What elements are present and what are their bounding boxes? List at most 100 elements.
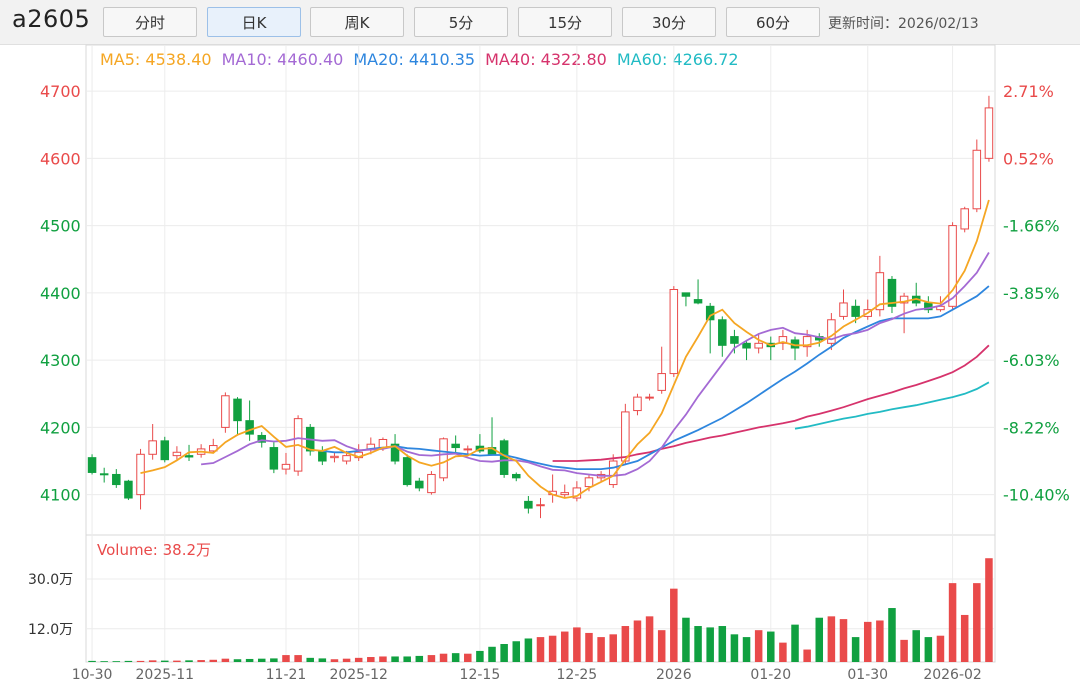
volume-label: Volume: 38.2万 xyxy=(97,541,211,559)
time-tick-label: 12-25 xyxy=(557,667,598,683)
main-panel-frame xyxy=(85,44,996,536)
candle-body xyxy=(439,438,448,479)
volume-bar xyxy=(754,630,763,662)
volume-bar xyxy=(694,626,702,662)
volume-bar xyxy=(354,657,363,662)
candle-body xyxy=(972,149,982,210)
update-time-value: 2026/02/13 xyxy=(898,16,979,32)
candle-body xyxy=(269,447,279,470)
volume-bar xyxy=(415,655,424,662)
volume-bar xyxy=(876,620,884,662)
volume-bar xyxy=(633,620,642,662)
candle-body xyxy=(402,457,412,486)
price-tick-label: 4300 xyxy=(40,351,81,370)
volume-bar xyxy=(888,608,896,662)
volume-bar xyxy=(342,658,351,662)
volume-bar xyxy=(742,637,751,662)
volume-tick-label: 12.0万 xyxy=(28,622,73,638)
candle-body xyxy=(681,292,691,297)
time-tick-label: 2026-02 xyxy=(923,667,982,683)
ma10-line xyxy=(200,252,990,477)
volume-bar xyxy=(124,660,133,662)
ma10-legend: MA10: 4460.40 xyxy=(221,50,344,69)
kline-chart[interactable]: 4100 -10.40% 4200 -8.22% 4300 -6.03% 4400 -3.85… xyxy=(0,44,1080,683)
volume-bar xyxy=(197,660,205,662)
update-time: 更新时间：2026/02/13 xyxy=(828,13,979,33)
volume-bar xyxy=(88,660,96,662)
candle-body xyxy=(984,107,994,159)
candle-body xyxy=(124,480,133,499)
volume-bar xyxy=(791,624,799,662)
tab-daily-k[interactable]: 日K xyxy=(207,7,301,37)
candle-body xyxy=(802,336,812,348)
volume-bar xyxy=(245,658,254,662)
tab-60-minute[interactable]: 60分 xyxy=(726,7,820,37)
volume-bar xyxy=(985,558,993,662)
candle-body xyxy=(512,473,521,479)
volume-bar xyxy=(270,658,278,662)
candle-body xyxy=(148,440,157,455)
candle-body xyxy=(160,440,170,461)
candle-body xyxy=(645,396,654,399)
volume-bar xyxy=(827,616,836,662)
ma60-line xyxy=(794,381,990,430)
volume-bar xyxy=(464,653,472,662)
candle-body xyxy=(112,473,121,486)
volume-bar xyxy=(851,637,860,662)
volume-bar xyxy=(657,630,666,662)
volume-bar xyxy=(379,656,387,662)
candle-body xyxy=(693,299,703,304)
percent-tick-label: -10.40% xyxy=(1003,486,1070,505)
volume-bar xyxy=(367,657,375,662)
tab-5-minute[interactable]: 5分 xyxy=(414,7,508,37)
ma5-legend: MA5: 4538.40 xyxy=(100,50,212,69)
candle-body xyxy=(233,398,242,422)
volume-bar xyxy=(209,659,218,662)
volume-bar xyxy=(451,653,460,662)
volume-bar xyxy=(936,635,945,662)
candle-body xyxy=(742,342,751,349)
volume-bar xyxy=(645,616,654,662)
tab-30-minute[interactable]: 30分 xyxy=(622,7,716,37)
volume-bar xyxy=(476,650,484,662)
candle-body xyxy=(621,411,630,462)
volume-bar xyxy=(185,660,193,662)
tab-15-minute[interactable]: 15分 xyxy=(518,7,612,37)
candle-body xyxy=(415,480,424,489)
candle-body xyxy=(948,225,957,307)
candle-body xyxy=(87,457,97,473)
volume-tick-label: 30.0万 xyxy=(28,572,73,588)
volume-bar xyxy=(730,634,739,662)
candle-body xyxy=(899,295,909,304)
tab-weekly-k[interactable]: 周K xyxy=(310,7,404,37)
symbol-title: a2605 xyxy=(12,5,91,33)
volume-bar xyxy=(318,658,327,662)
price-tick-label: 4400 xyxy=(40,284,81,303)
volume-bar xyxy=(973,583,981,662)
time-tick-label: 2025-11 xyxy=(136,667,195,683)
ma20-legend: MA20: 4410.35 xyxy=(353,50,476,69)
candle-body xyxy=(778,336,788,344)
tab-intraday[interactable]: 分时 xyxy=(103,7,197,37)
price-tick-label: 4200 xyxy=(40,418,81,437)
candle-body xyxy=(342,455,351,462)
time-tick-label: 01-20 xyxy=(750,667,791,683)
candle-body xyxy=(378,438,388,449)
percent-tick-label: 0.52% xyxy=(1003,149,1054,168)
candle-body xyxy=(960,208,969,230)
candle-body xyxy=(730,336,739,344)
candle-body xyxy=(463,448,473,451)
ma5-line xyxy=(140,199,990,499)
volume-bar xyxy=(282,655,290,662)
candle-body xyxy=(851,305,860,317)
volume-bar xyxy=(500,644,508,662)
volume-bar xyxy=(924,637,933,662)
time-tick-label: 10-30 xyxy=(72,667,113,683)
ma-legend: MA5: 4538.40 MA10: 4460.40 MA20: 4410.35 MA… xyxy=(100,50,749,69)
volume-bar xyxy=(597,637,605,662)
volume-bar xyxy=(779,642,787,662)
volume-bar xyxy=(960,614,969,662)
volume-bar xyxy=(330,659,339,662)
candle-body xyxy=(839,302,848,317)
candle-body xyxy=(633,396,642,412)
